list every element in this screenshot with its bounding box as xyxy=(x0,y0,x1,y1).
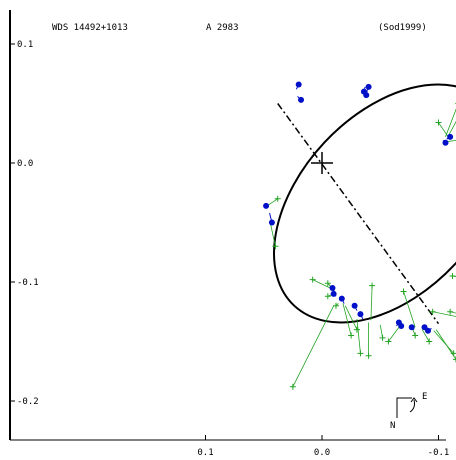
arrowhead-icon xyxy=(410,397,418,403)
x-tick-label: 0.1 xyxy=(197,448,213,458)
interferometric-point xyxy=(447,133,454,140)
orbit-ellipse xyxy=(273,83,456,324)
micrometric-point xyxy=(348,332,355,339)
header-reference: (Sod1999) xyxy=(378,23,427,33)
x-tick-label: -0.1 xyxy=(428,448,450,458)
x-tick-label: 0.0 xyxy=(314,448,330,458)
micrometric-residual xyxy=(270,224,276,247)
y-tick-label: 0.0 xyxy=(17,159,33,169)
micrometric-point xyxy=(385,338,392,345)
micrometric-residual xyxy=(438,122,450,139)
micrometric-point xyxy=(289,383,296,390)
micrometric-residual xyxy=(388,326,400,342)
interferometric-point xyxy=(338,295,345,302)
orbit-layer xyxy=(273,83,456,325)
micrometric-residual xyxy=(450,311,456,314)
line-of-apsides xyxy=(277,103,440,325)
micrometric-point xyxy=(272,243,279,250)
interferometric-point xyxy=(263,202,270,209)
micrometric-point xyxy=(379,334,386,341)
micrometric-point xyxy=(369,282,376,289)
micrometric-residual xyxy=(312,279,333,290)
micrometric-residual xyxy=(292,305,335,387)
interferometric-point xyxy=(408,324,415,331)
interferometric-point xyxy=(330,290,337,297)
header-discoverer: A 2983 xyxy=(206,23,239,33)
micrometric-residual xyxy=(370,285,373,321)
micrometric-residual xyxy=(267,198,278,207)
interferometric-point xyxy=(442,139,449,146)
interferometric-point xyxy=(395,319,402,326)
micrometric-point xyxy=(449,273,456,280)
micrometric-point xyxy=(447,308,454,315)
micrometric-point xyxy=(412,332,419,339)
interferometric-point xyxy=(298,96,305,103)
interferometric-point xyxy=(295,81,302,88)
micrometric-point xyxy=(357,350,364,357)
micrometric-point xyxy=(435,119,442,126)
interferometric-point xyxy=(268,219,275,226)
micrometric-residual xyxy=(342,303,352,336)
micrometric-point xyxy=(353,326,360,333)
micrometric-residual xyxy=(421,329,430,342)
micrometric-point xyxy=(332,302,339,309)
interferometric-point xyxy=(357,311,364,318)
y-tick-label: 0.1 xyxy=(17,40,33,50)
micrometric-residual xyxy=(344,305,358,330)
micrometric-point xyxy=(274,195,281,202)
micrometric-point xyxy=(365,352,372,359)
y-tick-label: -0.1 xyxy=(17,278,39,288)
header-wds: WDS 14492+1013 xyxy=(52,23,128,33)
micrometric-point xyxy=(324,280,331,287)
compass-arrow xyxy=(409,399,415,413)
compass-east-label: E xyxy=(422,392,427,402)
compass-axes xyxy=(396,397,412,418)
micrometric-residual xyxy=(356,318,361,354)
micrometric-residual xyxy=(403,291,416,328)
micrometric-residual xyxy=(452,275,456,277)
y-tick-label: -0.2 xyxy=(17,397,39,407)
observation-points xyxy=(263,81,456,390)
axis-ticks: 0.10.0-0.1-0.2-0.2-0.10.00.1 xyxy=(10,40,450,458)
micrometric-residual xyxy=(432,311,456,317)
micrometric-residual xyxy=(447,120,456,138)
plot-frame xyxy=(9,10,446,441)
compass-north-label: N xyxy=(390,421,395,431)
interferometric-point xyxy=(360,88,367,95)
orientation-compass: NE xyxy=(390,392,427,431)
micrometric-point xyxy=(426,338,433,345)
micrometric-point xyxy=(324,293,331,300)
interferometric-point xyxy=(351,302,358,309)
micrometric-point xyxy=(400,288,407,295)
micrometric-residual xyxy=(433,330,454,354)
micrometric-point xyxy=(429,308,436,315)
interferometric-point xyxy=(421,324,428,331)
interferometric-point xyxy=(329,284,336,291)
micrometric-residual xyxy=(445,108,456,137)
interferometric-point xyxy=(365,83,372,90)
micrometric-point xyxy=(309,276,316,283)
